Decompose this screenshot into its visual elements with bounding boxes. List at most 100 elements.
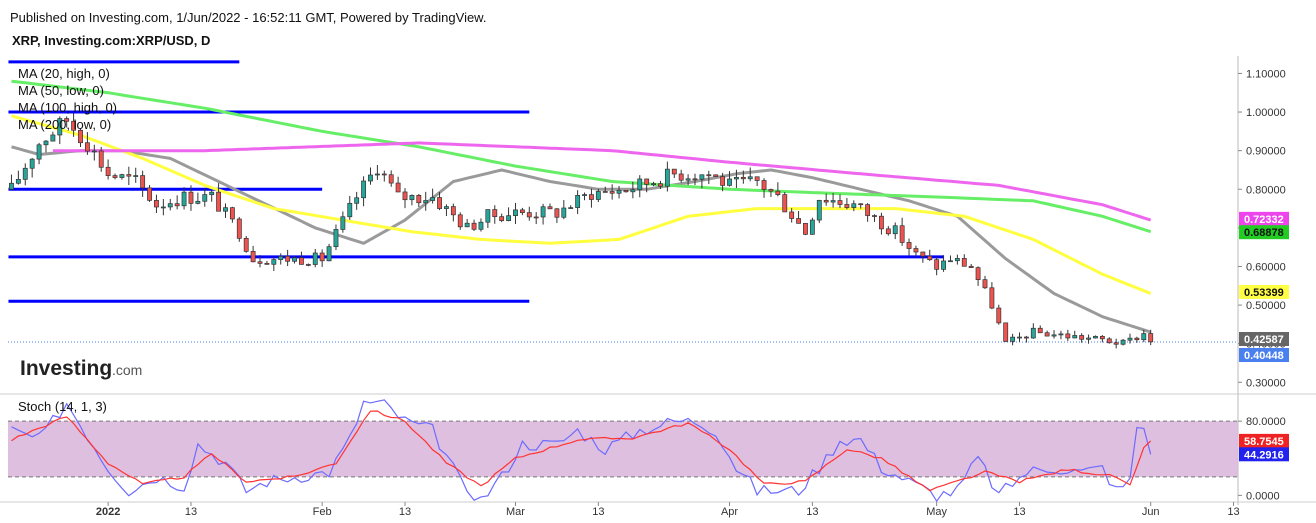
price-tag: 0.40448 (1244, 350, 1284, 362)
candle-body (589, 194, 594, 200)
ma-legend-label: MA (50, low, 0) (18, 83, 104, 98)
date-tick-label: May (926, 506, 947, 518)
candle-body (878, 215, 884, 230)
candle-body (43, 140, 49, 146)
candle-body (91, 150, 97, 153)
candle-body (513, 209, 518, 217)
stoch-k-line (11, 399, 1152, 503)
candle-body (499, 216, 505, 222)
ma-legend: MA (20, high, 0) MA (50, low, 0) MA (100, … (18, 66, 117, 132)
candle-body (112, 175, 118, 178)
logo-suffix: .com (112, 362, 142, 378)
candle-body (1044, 332, 1050, 337)
candle-body (195, 200, 201, 204)
candle-body (209, 191, 215, 195)
candle-body (36, 144, 42, 160)
candle-body (292, 257, 297, 262)
price-tag: 0.42587 (1244, 334, 1284, 346)
candle-body (526, 212, 532, 218)
candle-body (119, 174, 125, 178)
candle-body (243, 238, 249, 252)
price-tag: 0.53399 (1244, 287, 1284, 299)
candle-body (1086, 337, 1091, 340)
candle-body (747, 176, 753, 180)
candle-body (844, 204, 850, 208)
candle-body (865, 204, 871, 216)
candle-body (906, 242, 912, 249)
candle-body (264, 263, 270, 265)
candle-body (699, 174, 705, 180)
candle-body (409, 194, 415, 201)
candle-body (402, 191, 408, 201)
candle-body (140, 175, 146, 189)
candle-body (1148, 333, 1154, 343)
candle-body (754, 176, 760, 181)
candle-body (368, 174, 373, 182)
candle-body (899, 225, 905, 243)
candle-body (105, 166, 111, 176)
candle-body (575, 194, 581, 208)
candle-body (734, 176, 739, 180)
candle-body (1127, 337, 1133, 341)
candle-body (299, 257, 304, 265)
candle-body (761, 180, 767, 190)
candle-body (809, 219, 815, 235)
support-lines (8, 60, 944, 303)
candle-body (1093, 335, 1098, 339)
candle-body (1058, 333, 1064, 336)
candle-body (22, 167, 28, 180)
price-axis: 1.100001.000000.900000.800000.700000.600… (1238, 68, 1289, 502)
ma-legend-label: MA (200, low, 0) (18, 117, 111, 132)
moving-averages (11, 79, 1152, 334)
candle-body (637, 178, 643, 191)
candle-body (803, 222, 808, 235)
stoch-d-line (11, 410, 1152, 492)
candle-body (685, 178, 691, 181)
candle-body (775, 190, 781, 195)
stoch-label: Stoch (14, 1, 3) (18, 399, 107, 414)
candle-body (961, 258, 967, 267)
price-tick-label: 0.60000 (1246, 261, 1286, 273)
candle-body (1072, 335, 1078, 339)
candle-body (236, 218, 242, 239)
candle-body (354, 197, 360, 204)
candle-body (457, 214, 463, 228)
candle-body (595, 191, 601, 200)
ma-legend-label: MA (20, high, 0) (18, 66, 110, 81)
candle-body (913, 248, 919, 253)
date-tick-label: 13 (1013, 506, 1025, 518)
candle-body (278, 255, 284, 260)
candle-body (927, 255, 933, 261)
candle-body (340, 216, 346, 230)
published-note: Published on Investing.com, 1/Jun/2022 -… (10, 10, 487, 25)
candle-body (57, 118, 63, 136)
candle-body (1099, 335, 1105, 340)
candle-body (388, 174, 394, 184)
price-tag: 0.68878 (1244, 227, 1284, 239)
candle-body (533, 216, 539, 219)
candle-body (416, 194, 422, 204)
candle-body (713, 174, 719, 177)
candle-body (789, 211, 795, 219)
candle-body (664, 168, 670, 187)
candle-body (630, 189, 636, 193)
candle-body (437, 197, 442, 209)
candle-body (271, 259, 277, 265)
symbol-title: XRP, Investing.com:XRP/USD, D (12, 33, 211, 48)
candle-body (84, 142, 90, 152)
stoch-tag-bg (1239, 447, 1289, 462)
candle-body (305, 264, 311, 266)
candle-body (823, 199, 829, 203)
date-tick-label: 13 (806, 506, 818, 518)
candle-body (892, 225, 898, 235)
candle-body (982, 279, 988, 289)
date-tick-label: 13 (399, 506, 411, 518)
candle-body (15, 179, 21, 184)
candle-body (395, 182, 401, 193)
candle-body (1079, 335, 1085, 340)
candle-body (816, 199, 822, 221)
candle-body (464, 222, 470, 228)
candle-body (602, 191, 608, 193)
candle-body (568, 207, 574, 209)
